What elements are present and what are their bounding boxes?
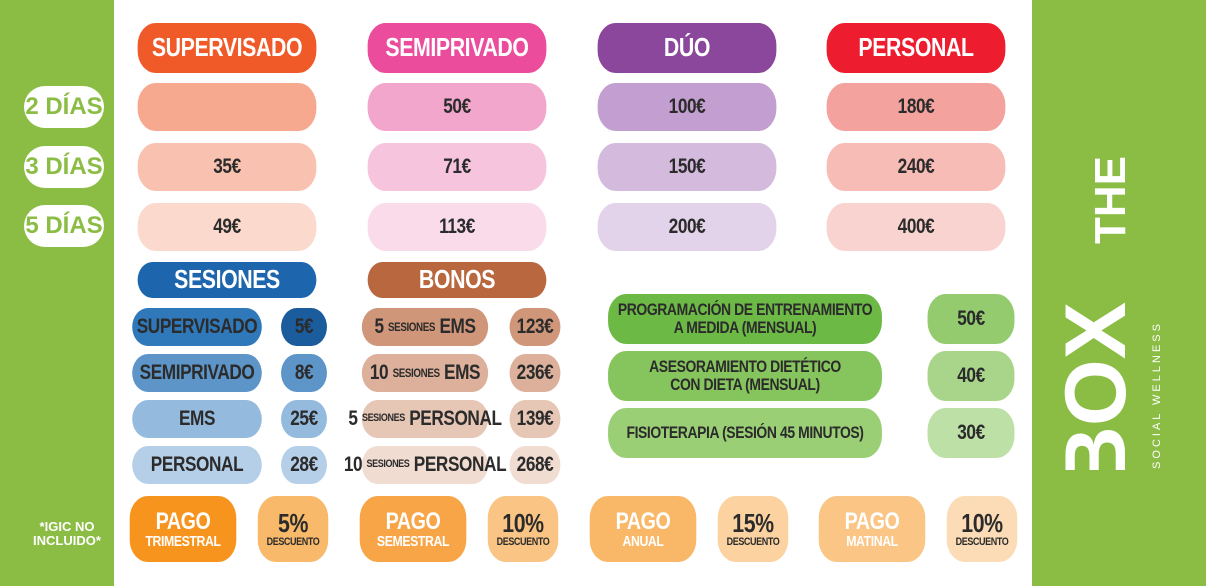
- price-personal-3: 240€: [826, 143, 1006, 191]
- price-semiprivado-3: 71€: [367, 143, 547, 191]
- bono-sesiones: SESIONES: [388, 319, 436, 334]
- price-duo-2: 100€: [597, 83, 777, 131]
- extra-line2: A MEDIDA (MENSUAL): [673, 318, 817, 337]
- bono-price-10-ems: 236€: [509, 354, 561, 392]
- bono-type: EMS: [439, 314, 476, 338]
- descuento-matinal: 10% DESCUENTO: [946, 496, 1018, 562]
- price-duo-3: 150€: [597, 143, 777, 191]
- price-personal-5: 400€: [826, 203, 1006, 251]
- day-label-3: 3 DÍAS: [24, 146, 104, 188]
- sesion-label-personal: PERSONAL: [132, 446, 262, 484]
- extra-programacion: PROGRAMACIÓN DE ENTRENAMIENTO A MEDIDA (…: [608, 294, 882, 344]
- igic-note: *IGIC NO INCLUIDO*: [22, 519, 112, 549]
- extra-fisioterapia: FISIOTERAPIA (SESIÓN 45 MINUTOS): [608, 408, 882, 458]
- sesion-price-ems: 25€: [281, 400, 327, 438]
- bono-sesiones: SESIONES: [361, 412, 405, 425]
- pago-top: PAGO: [615, 507, 671, 535]
- extra-price-fisioterapia: 30€: [927, 408, 1015, 458]
- bono-sesiones: SESIONES: [392, 365, 440, 380]
- descuento-percent: 10%: [961, 507, 1003, 538]
- bono-count: 5: [374, 314, 384, 338]
- pago-top: PAGO: [385, 507, 441, 535]
- pago-matinal: PAGO MATINAL: [818, 496, 926, 562]
- price-semiprivado-5: 113€: [367, 203, 547, 251]
- sesion-price-supervisado: 5€: [281, 308, 327, 346]
- pago-bottom: TRIMESTRAL: [145, 532, 221, 550]
- brand-tagline: SOCIAL WELLNESS: [1151, 321, 1163, 469]
- bono-price-10-personal: 268€: [509, 446, 561, 484]
- pago-top: PAGO: [155, 507, 211, 535]
- descuento-percent: 10%: [502, 507, 544, 538]
- sesion-price-personal: 28€: [281, 446, 327, 484]
- price-semiprivado-2: 50€: [367, 83, 547, 131]
- sesion-label-ems: EMS: [132, 400, 262, 438]
- pago-bottom: ANUAL: [622, 532, 664, 550]
- price-supervisado-3: 35€: [137, 143, 317, 191]
- descuento-percent: 5%: [277, 507, 308, 538]
- descuento-semestral: 10% DESCUENTO: [487, 496, 559, 562]
- the-box-logo: BOX THE SOCIAL WELLNESS: [1048, 156, 1163, 470]
- plan-header-supervisado: SUPERVISADO: [137, 23, 317, 73]
- bono-price-5-ems: 123€: [509, 308, 561, 346]
- descuento-anual: 15% DESCUENTO: [717, 496, 789, 562]
- sesiones-header: SESIONES: [137, 262, 317, 298]
- bono-label-5-ems: 5 SESIONES EMS: [361, 308, 489, 346]
- price-supervisado-2: [137, 83, 317, 131]
- igic-line2: INCLUIDO*: [33, 533, 101, 549]
- pago-bottom: MATINAL: [846, 532, 898, 550]
- bono-label-5-personal: 5 SESIONES PERSONAL: [348, 400, 502, 438]
- pago-top: PAGO: [844, 507, 900, 535]
- igic-line1: *IGIC NO: [39, 519, 95, 534]
- plan-header-semiprivado: SEMIPRIVADO: [367, 23, 547, 73]
- day-label-5: 5 DÍAS: [24, 205, 104, 247]
- extra-line1: PROGRAMACIÓN DE ENTRENAMIENTO: [617, 300, 873, 320]
- price-supervisado-5: 49€: [137, 203, 317, 251]
- bono-label-10-ems: 10 SESIONES EMS: [361, 354, 489, 392]
- sesion-price-semiprivado: 8€: [281, 354, 327, 392]
- extra-line2: CON DIETA (MENSUAL): [670, 375, 820, 394]
- descuento-label: DESCUENTO: [496, 535, 550, 548]
- extra-asesoramiento: ASESORAMIENTO DIETÉTICO CON DIETA (MENSU…: [608, 351, 882, 401]
- pago-trimestral: PAGO TRIMESTRAL: [129, 496, 237, 562]
- bono-count: 10: [343, 452, 363, 476]
- bono-price-5-personal: 139€: [509, 400, 561, 438]
- sesion-label-supervisado: SUPERVISADO: [132, 308, 262, 346]
- plan-header-duo: DÚO: [597, 23, 777, 73]
- price-personal-2: 180€: [826, 83, 1006, 131]
- descuento-trimestral: 5% DESCUENTO: [257, 496, 329, 562]
- pago-semestral: PAGO SEMESTRAL: [359, 496, 467, 562]
- extra-price-programacion: 50€: [927, 294, 1015, 344]
- sesion-label-semiprivado: SEMIPRIVADO: [132, 354, 262, 392]
- bono-count: 5: [348, 406, 358, 430]
- bono-count: 10: [369, 360, 389, 384]
- bono-type: PERSONAL: [413, 452, 507, 476]
- brand-box: BOX: [1048, 302, 1144, 470]
- extra-price-asesoramiento: 40€: [927, 351, 1015, 401]
- bonos-header: BONOS: [367, 262, 547, 298]
- bono-type: EMS: [444, 360, 481, 384]
- extra-line1: ASESORAMIENTO DIETÉTICO: [649, 357, 841, 377]
- bono-type: PERSONAL: [409, 406, 502, 430]
- pago-anual: PAGO ANUAL: [589, 496, 697, 562]
- price-duo-5: 200€: [597, 203, 777, 251]
- bono-label-10-personal: 10 SESIONES PERSONAL: [344, 446, 507, 484]
- descuento-percent: 15%: [732, 507, 774, 538]
- day-label-2: 2 DÍAS: [24, 86, 104, 128]
- plan-header-personal: PERSONAL: [826, 23, 1006, 73]
- descuento-label: DESCUENTO: [726, 535, 780, 548]
- brand-the: THE: [1086, 156, 1135, 244]
- right-green-band: [1032, 0, 1206, 586]
- descuento-label: DESCUENTO: [266, 535, 320, 548]
- bono-sesiones: SESIONES: [366, 458, 410, 471]
- pago-bottom: SEMESTRAL: [376, 532, 450, 550]
- descuento-label: DESCUENTO: [955, 535, 1009, 548]
